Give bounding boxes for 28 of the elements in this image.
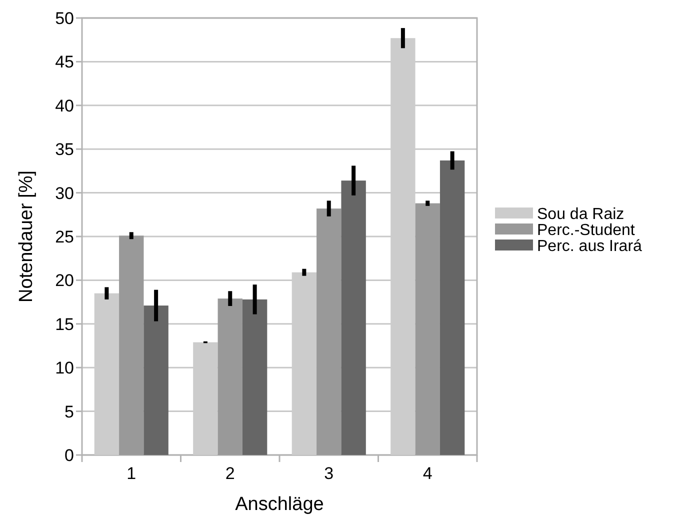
y-tick-label: 15 [55,314,74,334]
x-tick-label: 4 [422,464,432,483]
y-tick-label: 0 [64,446,74,465]
bar [218,298,242,455]
y-tick-label: 20 [55,271,74,290]
y-tick-label: 40 [55,96,74,116]
legend-label: Sou da Raiz [537,206,624,224]
y-tick-label: 25 [55,227,74,246]
bar [242,299,268,455]
bar [316,208,342,455]
bar [415,203,440,455]
bar [144,306,168,455]
x-tick-label: 3 [324,464,334,483]
bar [119,236,144,455]
y-tick-label: 5 [64,402,74,422]
y-tick-label: 45 [55,52,74,72]
x-tick-label: 2 [225,464,235,483]
legend-label: Perc. aus Irará [537,238,642,256]
y-tick-label: 30 [55,184,74,203]
y-tick-label: 35 [55,140,74,160]
legend-label: Perc.-Student [537,222,636,240]
x-tick-label: 1 [126,464,136,483]
y-tick-label: 50 [55,8,74,28]
x-axis-title: Anschläge [235,494,324,515]
bar [440,160,465,455]
bar [341,180,366,455]
y-tick-label: 10 [55,358,74,378]
y-axis-title: Notendauer [%] [16,170,37,303]
